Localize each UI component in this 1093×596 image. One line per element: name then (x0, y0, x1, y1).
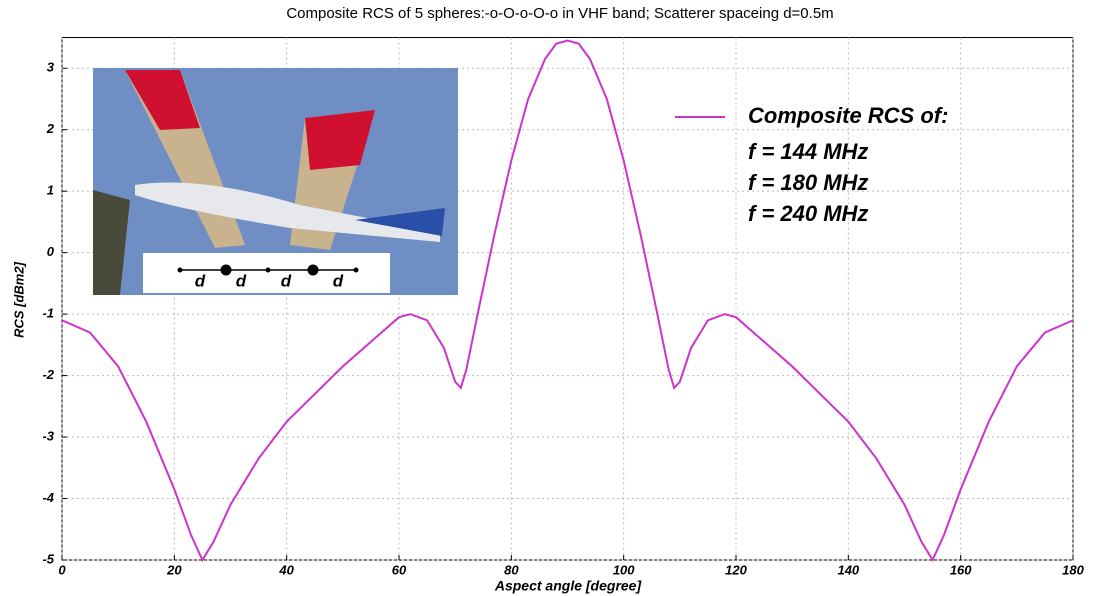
inset-sphere (307, 264, 319, 276)
x-tick-label: 120 (725, 562, 747, 577)
annotation: f = 144 MHz (748, 139, 868, 164)
photo-tree (93, 190, 130, 295)
x-tick-label: 80 (504, 562, 519, 577)
inset-sphere (353, 267, 359, 273)
y-tick-label: -3 (42, 428, 54, 443)
y-tick-label: 3 (47, 60, 55, 75)
photo-tail (355, 208, 445, 236)
inset-sphere (220, 264, 232, 276)
photo-wingtip (305, 110, 375, 170)
x-tick-label: 20 (166, 562, 182, 577)
inset-diagram-box (143, 253, 390, 293)
y-tick-label: -5 (42, 551, 54, 566)
y-tick-label: 2 (46, 121, 55, 136)
y-axis-label: RCS [dBm2] (11, 261, 26, 338)
photo-fuselage (135, 182, 440, 242)
inset-label: d (195, 271, 206, 290)
x-axis-label: Aspect angle [degree] (494, 578, 643, 594)
x-tick-label: 100 (613, 562, 635, 577)
y-tick-label: -4 (42, 490, 54, 505)
x-tick-label: 0 (58, 562, 66, 577)
inset-label: d (281, 271, 292, 290)
y-tick-label: 1 (47, 183, 54, 198)
data-line (61, 39, 1074, 563)
photo-wingtip (125, 70, 200, 130)
annotation: f = 240 MHz (748, 201, 868, 226)
x-tick-label: 180 (1062, 562, 1084, 577)
y-tick-label: -2 (42, 367, 54, 382)
x-tick-label: 160 (950, 562, 972, 577)
annotation: f = 180 MHz (748, 170, 868, 195)
inset-sphere (177, 267, 183, 273)
x-tick-label: 140 (837, 562, 859, 577)
x-tick-label: 60 (392, 562, 407, 577)
legend-label: Composite RCS of: (748, 103, 948, 128)
inset-sphere (265, 267, 271, 273)
x-tick-label: 40 (278, 562, 294, 577)
inset-label: d (236, 271, 247, 290)
y-tick-label: -1 (42, 306, 54, 321)
inset-label: d (333, 271, 344, 290)
chart-title: Composite RCS of 5 spheres:-o-O-o-O-o in… (286, 5, 833, 22)
y-tick-label: 0 (47, 244, 55, 259)
